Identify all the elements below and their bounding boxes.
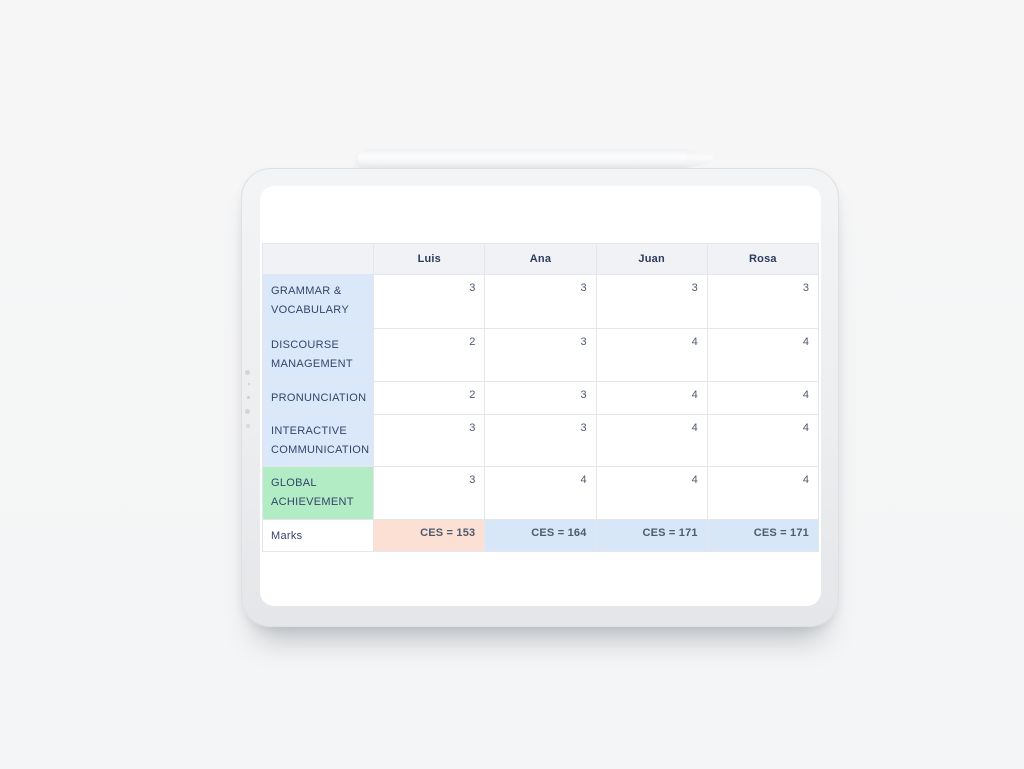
row-header-grammar-vocabulary: GRAMMAR & VOCABULARY: [261, 274, 375, 329]
table-row-marks: Marks CES = 153 CES = 164 CES = 171 CES = 17…: [261, 519, 820, 552]
column-header-rosa: Rosa: [706, 243, 820, 275]
column-header-luis: Luis: [373, 243, 486, 275]
bezel-dot: [245, 370, 250, 375]
score-cell: 3: [484, 381, 597, 415]
bezel-dot: [247, 396, 250, 399]
score-cell: 4: [595, 328, 708, 382]
score-cell: 3: [373, 274, 486, 329]
row-header-marks: Marks: [261, 519, 375, 552]
table-row-pronunciation: PRONUNCIATION 2 3 4 4: [261, 381, 820, 415]
ces-total-cell: CES = 171: [706, 519, 820, 552]
score-cell: 3: [373, 414, 486, 467]
table-row-discourse-management: DISCOURSE MANAGEMENT 2 3 4 4: [261, 328, 820, 382]
score-cell: 3: [706, 274, 820, 329]
column-header-juan: Juan: [595, 243, 708, 275]
score-cell: 3: [484, 328, 597, 382]
score-cell: 4: [706, 466, 820, 520]
score-cell: 2: [373, 381, 486, 415]
bezel-dot: [248, 383, 250, 385]
scores-table: Luis Ana Juan Rosa GRAMMAR & VOCABULARY 3 3 3 3…: [261, 243, 820, 552]
score-cell: 2: [373, 328, 486, 382]
score-cell: 4: [595, 466, 708, 520]
score-cell: 4: [595, 414, 708, 467]
score-cell: 3: [484, 274, 597, 329]
column-header-empty: [261, 243, 375, 275]
score-cell: 3: [373, 466, 486, 520]
bezel-dot: [246, 424, 250, 428]
stylus-pencil-tip: [686, 149, 714, 168]
table-row-interactive-communication: INTERACTIVE COMMUNICATION 3 3 4 4: [261, 414, 820, 467]
row-header-global-achievement: GLOBAL ACHIEVEMENT: [261, 466, 375, 520]
score-cell: 4: [706, 381, 820, 415]
score-cell: 4: [595, 381, 708, 415]
row-header-pronunciation: PRONUNCIATION: [261, 381, 375, 415]
ces-total-cell: CES = 164: [484, 519, 597, 552]
ces-total-cell: CES = 153: [373, 519, 486, 552]
bezel-dot: [245, 409, 250, 414]
score-cell: 3: [484, 414, 597, 467]
score-cell: 4: [484, 466, 597, 520]
row-header-interactive-communication: INTERACTIVE COMMUNICATION: [261, 414, 375, 467]
score-cell: 4: [706, 328, 820, 382]
row-header-discourse-management: DISCOURSE MANAGEMENT: [261, 328, 375, 382]
column-header-ana: Ana: [484, 243, 597, 275]
tablet-device: Luis Ana Juan Rosa GRAMMAR & VOCABULARY 3 3 3 3…: [241, 168, 839, 627]
table-header-row: Luis Ana Juan Rosa: [261, 243, 820, 275]
tablet-screen: Luis Ana Juan Rosa GRAMMAR & VOCABULARY 3 3 3 3…: [260, 186, 821, 606]
table-row-global-achievement: GLOBAL ACHIEVEMENT 3 4 4 4: [261, 466, 820, 520]
table-row-grammar-vocabulary: GRAMMAR & VOCABULARY 3 3 3 3: [261, 274, 820, 329]
stylus-pencil: [358, 149, 714, 168]
score-cell: 4: [706, 414, 820, 467]
score-cell: 3: [595, 274, 708, 329]
ces-total-cell: CES = 171: [595, 519, 708, 552]
stylus-pencil-body: [358, 149, 688, 168]
